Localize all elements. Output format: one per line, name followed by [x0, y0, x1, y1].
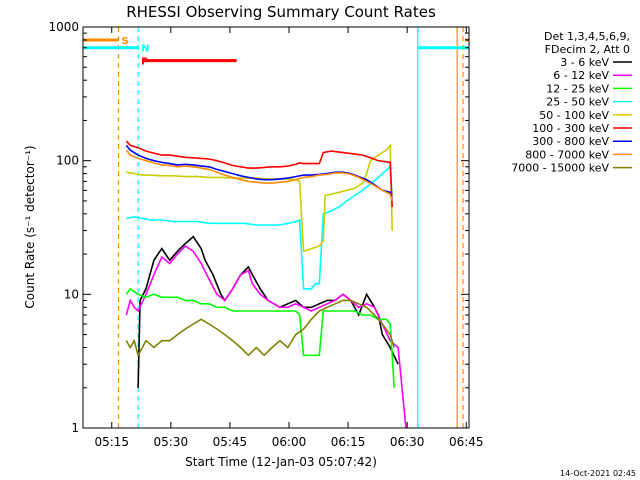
- x-tick-label-1: 05:30: [154, 435, 189, 449]
- x-axis-label: Start Time (12-Jan-03 05:07:42): [185, 455, 377, 469]
- x-tick-label-6: 06:45: [449, 435, 484, 449]
- y-tick-label-1: 10: [64, 287, 79, 301]
- legend-label-1: 6 - 12 keV: [553, 69, 609, 82]
- series-line-7: [125, 149, 393, 202]
- y-tick-label-3: 1000: [48, 20, 79, 34]
- series-line-0: [137, 235, 399, 388]
- flag-label-n: N: [141, 44, 149, 55]
- legend-label-8: 7000 - 15000 keV: [511, 162, 609, 175]
- timestamp-stamp: 14-Oct-2021 02:45: [560, 469, 636, 478]
- series-line-8: [125, 299, 395, 358]
- flag-label-s: S: [121, 36, 128, 47]
- x-tick-label-3: 06:00: [272, 435, 307, 449]
- series-line-3: [126, 165, 393, 290]
- x-tick-label-4: 06:15: [331, 435, 366, 449]
- series-line-1: [125, 244, 407, 429]
- x-tick-label-2: 05:45: [213, 435, 248, 449]
- series-line-2: [125, 287, 395, 388]
- legend-label-3: 25 - 50 keV: [546, 96, 609, 109]
- series-line-4: [126, 143, 393, 253]
- x-axis: 05:15 05:30 05:45 06:00 06:15 06:30 06:45: [94, 27, 484, 449]
- y-tick-label-0: 1: [71, 421, 79, 435]
- legend-label-4: 50 - 100 keV: [539, 109, 609, 122]
- x-tick-label-0: 05:15: [94, 435, 129, 449]
- plot-frame: [82, 26, 470, 429]
- series-line-5: [125, 140, 393, 208]
- legend-label-6: 300 - 800 keV: [532, 135, 609, 148]
- legend-label-2: 12 - 25 keV: [546, 82, 609, 95]
- legend: Det 1,3,4,5,6,9,FDecim 2, Att 03 - 6 keV…: [511, 30, 632, 175]
- y-axis-label: Count Rate (s⁻¹ detector⁻¹): [23, 145, 37, 308]
- y-axis: 1 10 100 1000: [48, 20, 469, 435]
- legend-label-7: 800 - 7000 keV: [525, 148, 609, 161]
- flag-label-f: F: [141, 57, 148, 68]
- x-tick-label-5: 06:30: [390, 435, 425, 449]
- plot-area: S NF: [83, 27, 469, 429]
- legend-label-0: 3 - 6 keV: [560, 56, 609, 69]
- y-tick-label-2: 100: [56, 154, 79, 168]
- legend-label-5: 100 - 300 keV: [532, 122, 609, 135]
- chart-title: RHESSI Observing Summary Count Rates: [126, 3, 436, 21]
- legend-header-1: FDecim 2, Att 0: [545, 43, 630, 56]
- legend-header-0: Det 1,3,4,5,6,9,: [544, 30, 630, 43]
